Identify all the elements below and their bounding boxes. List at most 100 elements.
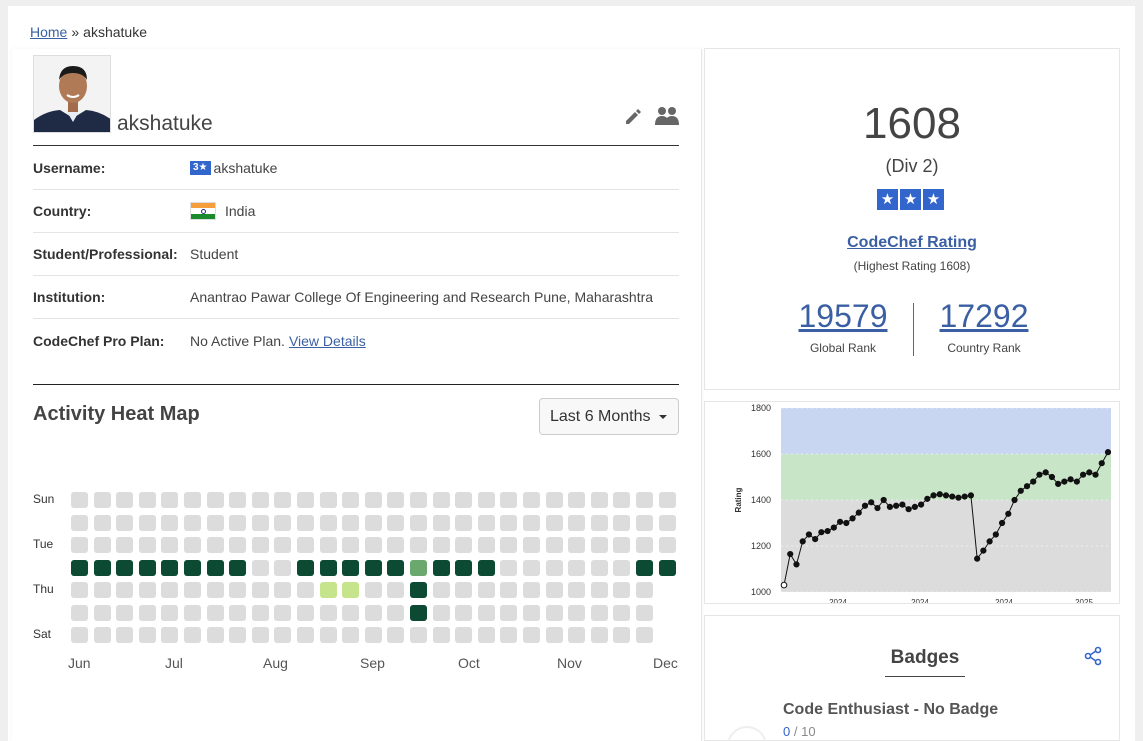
heatmap-cell[interactable] (636, 604, 653, 621)
heatmap-cell[interactable] (342, 537, 360, 553)
heatmap-cell[interactable] (274, 604, 292, 621)
heatmap-cell[interactable] (138, 559, 156, 576)
heatmap-cell[interactable] (342, 492, 360, 508)
heatmap-cell[interactable] (613, 537, 631, 553)
heatmap-cell[interactable] (477, 514, 495, 531)
heatmap-cell[interactable] (590, 559, 608, 576)
heatmap-cell[interactable] (116, 627, 134, 643)
heatmap-cell[interactable] (387, 514, 405, 531)
period-dropdown[interactable]: Last 6 Months (539, 398, 679, 435)
heatmap-cell[interactable] (161, 559, 179, 576)
heatmap-cell[interactable] (387, 559, 405, 576)
heatmap-cell[interactable] (342, 559, 360, 576)
heatmap-cell[interactable] (93, 537, 111, 553)
codechef-rating-link[interactable]: CodeChef Rating (847, 234, 977, 251)
heatmap-cell[interactable] (206, 582, 224, 598)
heatmap-cell[interactable] (206, 492, 224, 508)
heatmap-cell[interactable] (432, 492, 450, 508)
heatmap-cell[interactable] (251, 559, 269, 576)
heatmap-cell[interactable] (636, 492, 653, 508)
heatmap-cell[interactable] (138, 514, 156, 531)
heatmap-cell[interactable] (161, 604, 179, 621)
heatmap-cell[interactable] (319, 604, 337, 621)
heatmap-cell[interactable] (477, 627, 495, 643)
heatmap-cell[interactable] (613, 582, 631, 598)
heatmap-cell[interactable] (636, 537, 653, 553)
heatmap-cell[interactable] (251, 604, 269, 621)
heatmap-cell[interactable] (206, 537, 224, 553)
heatmap-cell[interactable] (161, 514, 179, 531)
heatmap-cell[interactable] (184, 604, 201, 621)
heatmap-cell[interactable] (297, 559, 314, 576)
heatmap-cell[interactable] (500, 492, 518, 508)
heatmap-cell[interactable] (229, 514, 247, 531)
heatmap-cell[interactable] (71, 627, 88, 643)
heatmap-cell[interactable] (568, 537, 586, 553)
heatmap-cell[interactable] (432, 514, 450, 531)
heatmap-cell[interactable] (251, 627, 269, 643)
heatmap-cell[interactable] (658, 537, 676, 553)
share-icon[interactable] (1083, 646, 1103, 666)
heatmap-cell[interactable] (545, 514, 563, 531)
heatmap-cell[interactable] (477, 582, 495, 598)
heatmap-cell[interactable] (206, 559, 224, 576)
heatmap-cell[interactable] (613, 627, 631, 643)
heatmap-cell[interactable] (251, 537, 269, 553)
heatmap-cell[interactable] (636, 559, 653, 576)
heatmap-cell[interactable] (297, 514, 314, 531)
heatmap-cell[interactable] (658, 559, 676, 576)
heatmap-cell[interactable] (274, 559, 292, 576)
heatmap-cell[interactable] (432, 604, 450, 621)
heatmap-cell[interactable] (613, 492, 631, 508)
heatmap-cell[interactable] (590, 514, 608, 531)
heatmap-cell[interactable] (658, 492, 676, 508)
heatmap-cell[interactable] (229, 559, 247, 576)
heatmap-cell[interactable] (590, 627, 608, 643)
heatmap-cell[interactable] (500, 627, 518, 643)
heatmap-cell[interactable] (477, 537, 495, 553)
heatmap-cell[interactable] (274, 627, 292, 643)
heatmap-cell[interactable] (500, 582, 518, 598)
heatmap-cell[interactable] (342, 604, 360, 621)
heatmap-cell[interactable] (477, 559, 495, 576)
heatmap-cell[interactable] (116, 559, 134, 576)
heatmap-cell[interactable] (71, 514, 88, 531)
heatmap-cell[interactable] (229, 537, 247, 553)
heatmap-cell[interactable] (274, 514, 292, 531)
heatmap-cell[interactable] (93, 492, 111, 508)
heatmap-cell[interactable] (636, 627, 653, 643)
heatmap-cell[interactable] (274, 492, 292, 508)
heatmap-cell[interactable] (71, 582, 88, 598)
heatmap-cell[interactable] (93, 604, 111, 621)
heatmap-cell[interactable] (184, 514, 201, 531)
heatmap-cell[interactable] (342, 627, 360, 643)
heatmap-cell[interactable] (116, 537, 134, 553)
country-rank-value[interactable]: 17292 (939, 298, 1029, 334)
heatmap-cell[interactable] (229, 582, 247, 598)
heatmap-cell[interactable] (364, 627, 382, 643)
heatmap-cell[interactable] (568, 559, 586, 576)
heatmap-cell[interactable] (364, 559, 382, 576)
friends-icon[interactable] (654, 105, 680, 127)
heatmap-cell[interactable] (319, 559, 337, 576)
heatmap-cell[interactable] (71, 492, 88, 508)
heatmap-cell[interactable] (590, 537, 608, 553)
heatmap-cell[interactable] (387, 537, 405, 553)
heatmap-cell[interactable] (500, 514, 518, 531)
heatmap-cell[interactable] (297, 537, 314, 553)
heatmap-cell[interactable] (251, 492, 269, 508)
heatmap-cell[interactable] (568, 604, 586, 621)
heatmap-cell[interactable] (319, 537, 337, 553)
heatmap-cell[interactable] (161, 537, 179, 553)
view-details-link[interactable]: View Details (288, 332, 366, 349)
heatmap-cell[interactable] (184, 537, 201, 553)
heatmap-cell[interactable] (455, 514, 473, 531)
heatmap-cell[interactable] (455, 537, 473, 553)
heatmap-cell[interactable] (206, 627, 224, 643)
heatmap-cell[interactable] (523, 604, 540, 621)
heatmap-cell[interactable] (93, 582, 111, 598)
heatmap-cell[interactable] (523, 627, 540, 643)
heatmap-cell[interactable] (432, 582, 450, 598)
heatmap-cell[interactable] (184, 559, 201, 576)
heatmap-cell[interactable] (613, 559, 631, 576)
